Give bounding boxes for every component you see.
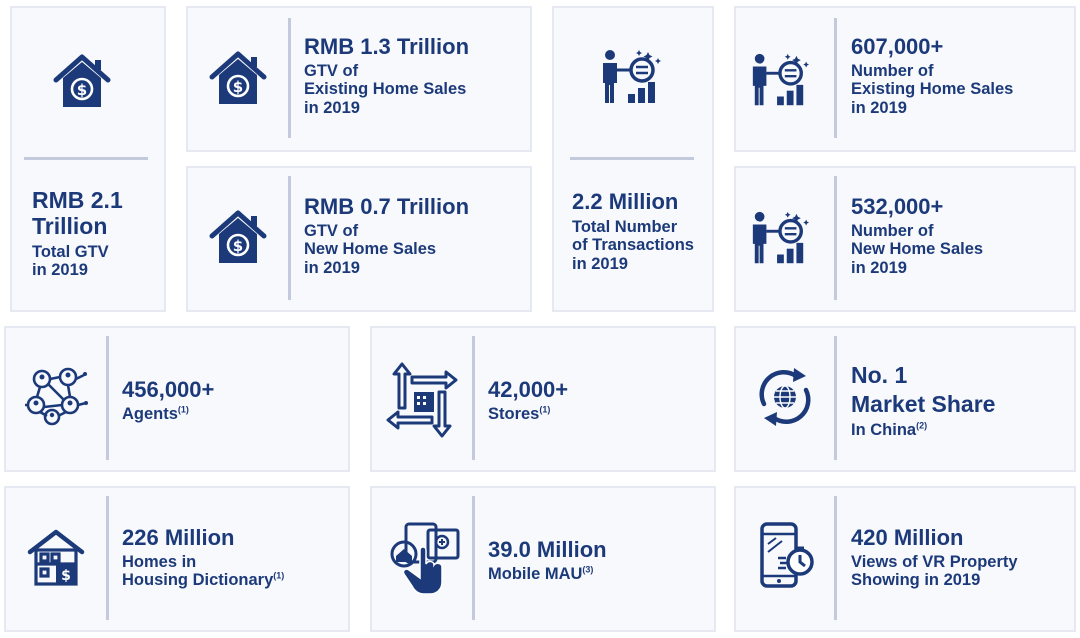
new-sales-text: 532,000+ Number of New Home Sales in 201…	[851, 194, 984, 277]
mobile-touch-icon	[390, 522, 460, 595]
agents-label: Agents	[122, 404, 178, 423]
divider	[834, 336, 837, 460]
mobile-mau-text: 39.0 Million Mobile MAU(3)	[488, 537, 607, 583]
agents-text: 456,000+ Agents(1)	[122, 377, 215, 423]
existing-gtv-label-line3: in 2019	[304, 98, 360, 117]
divider	[472, 496, 475, 620]
stores-footnote: (1)	[539, 404, 551, 415]
vr-label-line2: Showing in 2019	[851, 571, 981, 590]
total-gtv-value-line1: RMB 2.1	[32, 187, 123, 213]
stores-text: 42,000+ Stores(1)	[488, 377, 569, 423]
homes-label-line1: Homes in	[122, 552, 197, 571]
divider	[834, 18, 837, 138]
house-dictionary-icon: $	[27, 529, 85, 586]
transactions-label-line3: in 2019	[572, 254, 628, 273]
market-label-row: In China(2)	[851, 421, 995, 439]
transactions-label-line2: of Transactions	[572, 236, 694, 255]
total-gtv-value-line2: Trillion	[32, 212, 108, 239]
market-label: In China	[851, 420, 917, 439]
divider	[106, 336, 109, 460]
existing-sales-label-line3: in 2019	[851, 98, 907, 117]
transactions-value: 2.2 Million	[572, 189, 679, 214]
person-magnifier-chart-icon	[598, 46, 662, 110]
total-gtv-label-line2: in 2019	[32, 260, 88, 279]
existing-sales-card	[734, 6, 1076, 152]
existing-gtv-label-line2: Existing Home Sales	[304, 80, 467, 99]
existing-sales-label-line1: Number of	[851, 61, 934, 80]
person-magnifier-chart-icon	[748, 50, 810, 112]
divider	[834, 176, 837, 300]
divider	[24, 157, 148, 160]
market-value-line1: No. 1	[851, 362, 908, 388]
vr-value: 420 Million	[851, 525, 964, 550]
market-share-text: No. 1 Market Share In China(2)	[851, 362, 996, 439]
divider	[288, 176, 291, 300]
existing-gtv-value: RMB 1.3 Trillion	[304, 34, 470, 59]
vr-views-text: 420 Million Views of VR Property Showing…	[851, 525, 1018, 590]
agents-network-icon	[25, 367, 88, 426]
mau-label: Mobile MAU	[488, 564, 583, 583]
new-sales-card	[734, 166, 1076, 312]
total-gtv-label-line1: Total GTV	[32, 242, 109, 261]
new-sales-label-line2: New Home Sales	[851, 240, 984, 259]
total-gtv-text: RMB 2.1 Trillion Total GTV in 2019	[32, 187, 123, 279]
vr-label-line1: Views of VR Property	[851, 552, 1018, 571]
stores-arrows-icon	[386, 362, 458, 438]
new-sales-label-line3: in 2019	[851, 258, 907, 277]
homes-text: 226 Million Homes in Housing Dictionary(…	[122, 525, 284, 590]
divider	[288, 18, 291, 138]
homes-value: 226 Million	[122, 525, 235, 550]
new-gtv-label-line3: in 2019	[304, 258, 360, 277]
homes-label-line2: Housing Dictionary	[122, 571, 274, 590]
divider	[834, 496, 837, 620]
svg-text:$: $	[61, 568, 71, 584]
globe-refresh-icon	[759, 368, 811, 426]
vr-phone-icon	[760, 522, 814, 588]
homes-label-row: Housing Dictionary(1)	[122, 571, 284, 589]
divider	[570, 157, 694, 160]
existing-gtv-label-line1: GTV of	[304, 61, 359, 80]
existing-gtv-text: RMB 1.3 Trillion GTV of Existing Home Sa…	[304, 34, 470, 117]
new-sales-label-line1: Number of	[851, 221, 934, 240]
stores-value: 42,000+	[488, 377, 569, 402]
market-value-line2: Market Share	[851, 390, 996, 417]
homes-footnote: (1)	[273, 570, 285, 581]
mobile-mau-card	[370, 486, 716, 632]
agents-label-row: Agents(1)	[122, 405, 214, 423]
homes-card	[4, 486, 350, 632]
new-sales-value: 532,000+	[851, 194, 944, 219]
agents-footnote: (1)	[177, 404, 189, 415]
house-dollar-icon	[206, 47, 270, 111]
mau-value: 39.0 Million	[488, 537, 607, 562]
new-gtv-value: RMB 0.7 Trillion	[304, 194, 470, 219]
new-gtv-label-line2: New Home Sales	[304, 240, 437, 259]
transactions-text: 2.2 Million Total Number of Transactions…	[572, 189, 694, 273]
mau-footnote: (3)	[582, 564, 594, 575]
stores-label: Stores	[488, 404, 540, 423]
divider	[106, 496, 109, 620]
new-gtv-label-line1: GTV of	[304, 221, 359, 240]
existing-sales-text: 607,000+ Number of Existing Home Sales i…	[851, 34, 1014, 117]
market-footnote: (2)	[916, 420, 928, 430]
existing-sales-label-line2: Existing Home Sales	[851, 80, 1014, 99]
transactions-label-line1: Total Number	[572, 217, 678, 236]
existing-sales-value: 607,000+	[851, 34, 944, 59]
person-magnifier-chart-icon	[748, 208, 810, 270]
mau-label-row: Mobile MAU(3)	[488, 565, 607, 583]
divider	[472, 336, 475, 460]
new-gtv-text: RMB 0.7 Trillion GTV of New Home Sales i…	[304, 194, 470, 277]
stores-label-row: Stores(1)	[488, 405, 568, 423]
house-dollar-icon	[50, 50, 114, 114]
house-dollar-icon	[206, 206, 270, 270]
agents-value: 456,000+	[122, 377, 215, 402]
